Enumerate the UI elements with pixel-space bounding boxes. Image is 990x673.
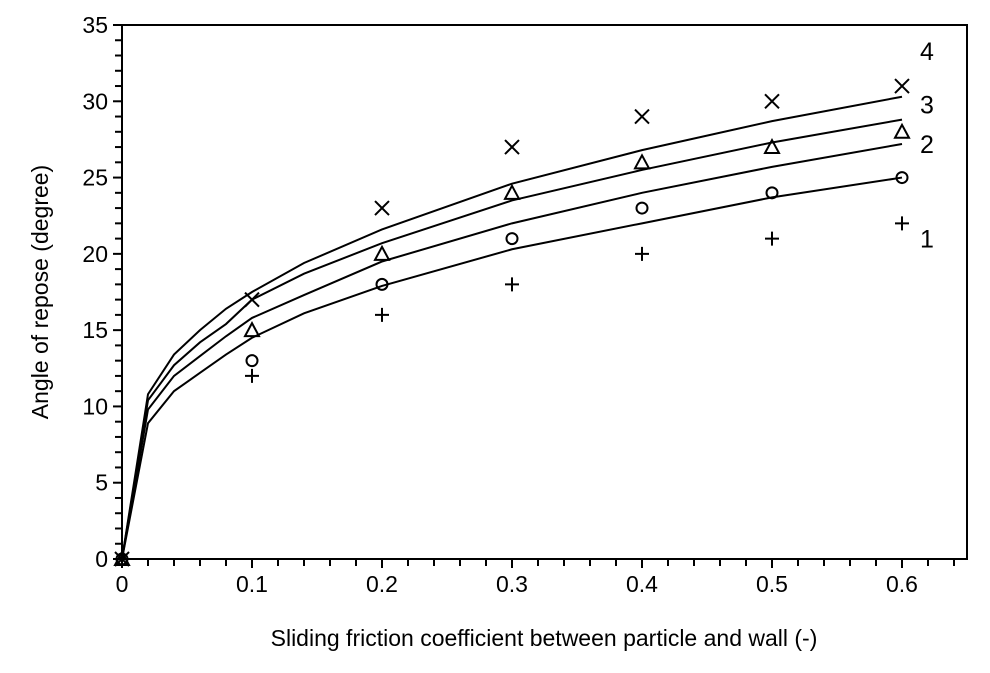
marker-circle [895, 171, 909, 185]
marker-circle [765, 186, 779, 200]
marker-cross [634, 108, 650, 125]
curve-4 [121, 95, 903, 560]
marker-triangle [763, 137, 781, 155]
marker-triangle [503, 183, 521, 200]
curve-label: 2 [920, 131, 934, 159]
y-axis-label: Angle of repose (degree) [27, 165, 53, 419]
x-tick-label: 0 [116, 571, 129, 597]
marker-circle [635, 201, 649, 215]
marker-triangle [893, 122, 911, 139]
y-tick-label: 20 [82, 241, 108, 267]
y-tick-label: 30 [82, 88, 108, 114]
marker-circle [245, 354, 259, 368]
marker-plus [245, 368, 259, 383]
x-tick-label: 0.1 [236, 571, 268, 597]
y-tick-label: 35 [82, 12, 108, 38]
marker-circle [505, 232, 519, 246]
curve-label: 3 [920, 91, 934, 119]
marker-plus [765, 231, 779, 246]
marker-cross [244, 291, 260, 308]
fitted-curves: 1 2 3 4 [121, 38, 934, 560]
curve-2 [121, 143, 903, 560]
marker-triangle [633, 153, 651, 170]
curve-label: 4 [920, 38, 934, 66]
x-tick-label: 0.2 [366, 571, 398, 597]
y-tick-label: 15 [82, 317, 108, 343]
axes: 0 5 10 15 20 25 30 35 0 0.1 0.2 0.3 0.4 0.5 0.6 [82, 12, 968, 597]
x-tick-label: 0.3 [496, 571, 528, 597]
x-tick-label: 0.4 [626, 571, 658, 597]
data-points [113, 78, 911, 567]
curve-label: 1 [920, 226, 934, 254]
y-tick-label: 10 [82, 393, 108, 419]
marker-plus [505, 277, 519, 292]
x-tick-label: 0.5 [756, 571, 788, 597]
marker-cross [894, 78, 910, 94]
marker-triangle [113, 549, 131, 566]
curve-3 [121, 118, 903, 560]
y-tick-label: 25 [82, 165, 108, 191]
marker-circle [375, 277, 389, 291]
marker-plus [375, 307, 389, 322]
x-axis-label: Sliding friction coefficient between par… [271, 625, 818, 651]
marker-triangle [243, 321, 261, 338]
marker-plus [895, 216, 909, 231]
marker-plus [635, 246, 649, 261]
y-tick-label: 0 [95, 546, 108, 572]
marker-triangle [373, 244, 391, 261]
x-tick-label: 0.6 [886, 571, 918, 597]
y-tick-label: 5 [95, 470, 108, 496]
marker-cross [374, 200, 390, 216]
marker-cross [504, 139, 520, 155]
marker-cross [764, 93, 780, 109]
curve-1 [121, 176, 903, 560]
marker-cross [114, 551, 130, 567]
plot-frame [121, 24, 968, 560]
